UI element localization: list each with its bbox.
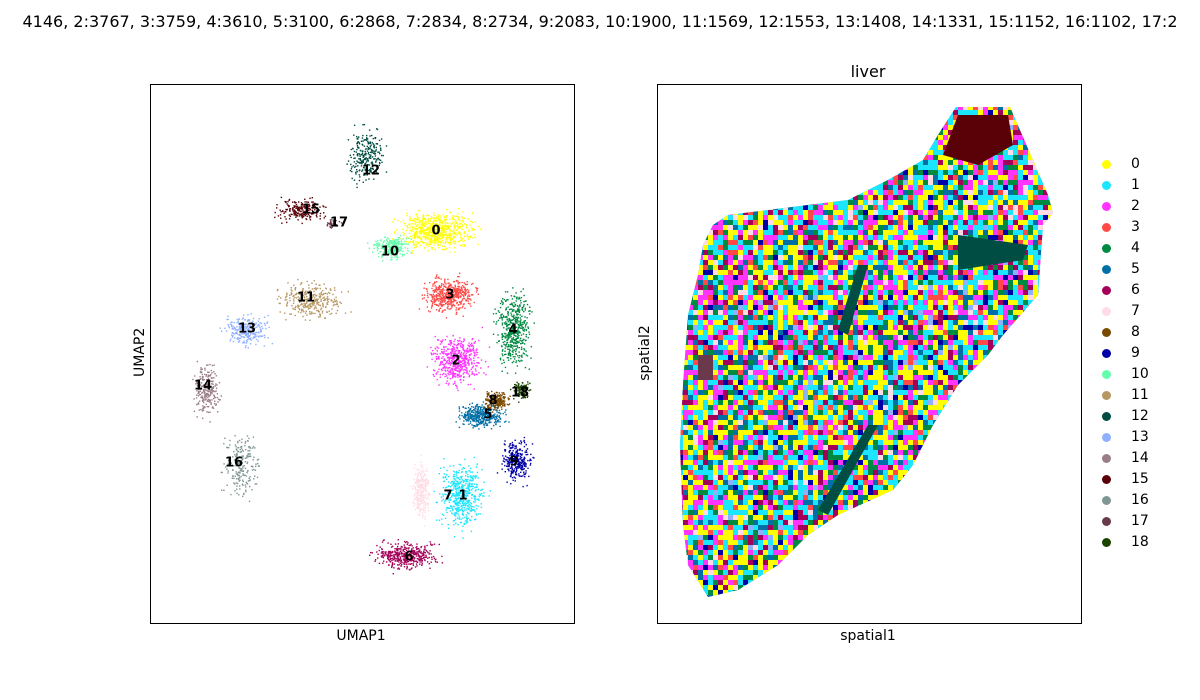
legend-marker-14 [1102,454,1111,463]
umap-cluster-4-points [492,287,535,374]
legend-label-15: 15 [1131,471,1149,487]
umap-cluster-label-15: 15 [302,203,320,218]
legend-marker-5 [1102,265,1111,274]
legend-label-14: 14 [1131,450,1149,466]
umap-y-axis-label: UMAP2 [132,327,148,377]
umap-cluster-label-11: 11 [297,291,315,306]
legend-label-2: 2 [1131,198,1140,214]
legend-marker-7 [1102,307,1111,316]
legend-marker-4 [1102,244,1111,253]
umap-cluster-label-17: 17 [330,216,348,231]
spatial-x-axis-label: spatial1 [840,628,896,644]
legend-label-16: 16 [1131,492,1149,508]
umap-cluster-15-points [274,196,327,225]
umap-cluster-label-7: 7 [443,489,452,504]
umap-cluster-label-3: 3 [445,288,454,303]
legend-label-6: 6 [1131,282,1140,298]
umap-cluster-label-6: 6 [404,550,413,565]
legend-label-5: 5 [1131,261,1140,277]
legend-label-18: 18 [1131,534,1149,550]
legend-marker-2 [1102,202,1111,211]
legend-label-0: 0 [1131,156,1140,172]
umap-cluster-3-points [418,272,479,319]
umap-cluster-label-2: 2 [451,354,460,369]
spatial-scatter [680,107,1053,597]
legend-marker-9 [1102,349,1111,358]
legend-label-1: 1 [1131,177,1140,193]
umap-cluster-7-points [410,454,434,527]
umap-cluster-label-18: 18 [511,386,529,401]
legend-marker-1 [1102,181,1111,190]
umap-plot-area: 0 1 2 3 4 5 6 7 8 9 10 11 12 13 14 15 16 17 18 [150,84,575,624]
umap-cluster-12-points [346,123,388,189]
legend-marker-0 [1102,160,1111,169]
legend-marker-12 [1102,412,1111,421]
spatial-y-axis-label: spatial2 [637,325,653,381]
legend-label-17: 17 [1131,513,1149,529]
spatial-plot-area [657,84,1082,624]
umap-cluster-label-5: 5 [483,408,492,423]
umap-cluster-label-13: 13 [238,322,256,337]
umap-cluster-label-8: 8 [488,394,497,409]
umap-cluster-14-points [192,360,222,423]
legend-marker-17 [1102,517,1111,526]
legend-label-11: 11 [1131,387,1149,403]
umap-cluster-label-16: 16 [225,456,243,471]
umap-cluster-10-points [367,234,412,262]
legend-label-13: 13 [1131,429,1149,445]
legend-marker-11 [1102,391,1111,400]
spatial-plot-title: liver [850,62,886,81]
umap-cluster-label-10: 10 [381,245,399,260]
legend-label-3: 3 [1131,219,1140,235]
umap-cluster-1-points [433,456,491,539]
umap-cluster-label-9: 9 [509,455,518,470]
legend-marker-8 [1102,328,1111,337]
umap-cluster-label-1: 1 [458,489,467,504]
umap-cluster-label-4: 4 [508,323,517,338]
legend-label-9: 9 [1131,345,1140,361]
umap-cluster-label-14: 14 [194,379,212,394]
umap-cluster-label-12: 12 [362,164,380,179]
legend-marker-16 [1102,496,1111,505]
umap-cluster-0-points [391,208,481,254]
umap-cluster-17-points [326,219,343,229]
umap-cluster-2-points [426,326,491,392]
umap-cluster-18-points [510,381,532,403]
legend-marker-18 [1102,538,1111,547]
figure-supertitle: 4146, 2:3767, 3:3759, 4:3610, 5:3100, 6:… [22,12,1178,31]
legend-marker-3 [1102,223,1111,232]
legend-label-10: 10 [1131,366,1149,382]
umap-cluster-9-points [496,436,535,488]
legend-label-4: 4 [1131,240,1140,256]
umap-cluster-11-points [276,278,352,321]
umap-cluster-16-points [220,435,261,503]
spatial-vessel-regions [698,115,1028,515]
legend-marker-10 [1102,370,1111,379]
umap-cluster-13-points [219,313,274,349]
legend-label-7: 7 [1131,303,1140,319]
umap-cluster-6-points [369,539,444,575]
umap-cluster-8-points [483,390,511,413]
umap-cluster-label-0: 0 [431,224,440,239]
legend-marker-6 [1102,286,1111,295]
umap-x-axis-label: UMAP1 [336,628,386,644]
legend-marker-15 [1102,475,1111,484]
legend-label-12: 12 [1131,408,1149,424]
legend-label-8: 8 [1131,324,1140,340]
legend-marker-13 [1102,433,1111,442]
